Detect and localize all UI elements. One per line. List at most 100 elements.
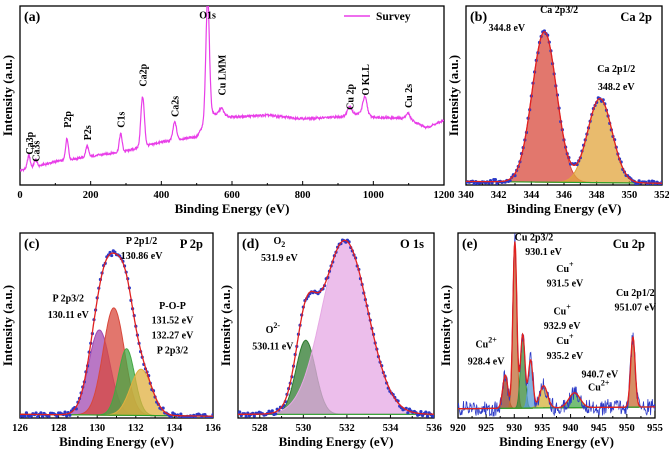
x-tick-label: 346 (556, 190, 572, 201)
peak-label: Ca2s (171, 96, 182, 117)
annotation-text: O (266, 325, 274, 336)
x-tick-label: 350 (621, 190, 637, 201)
panel-label: (a) (24, 10, 41, 25)
peak-annotation: 132.27 eV (152, 330, 194, 341)
peak-annotation: 940.7 eV (582, 369, 619, 380)
x-tick-label: 342 (491, 190, 507, 201)
peak-annotation: Ca 2p1/2 (597, 64, 635, 75)
peak-label: Ca3p (25, 131, 36, 154)
x-tick-label: 136 (205, 423, 221, 434)
x-tick-label: 800 (295, 190, 311, 201)
annotation-text: 130.11 eV (48, 310, 90, 321)
data-point (47, 414, 51, 418)
annotation-text: P 2p1/2 (126, 236, 157, 247)
x-tick-label: 400 (153, 190, 169, 201)
x-tick-label: 920 (450, 423, 466, 434)
x-tick-label: 532 (339, 423, 355, 434)
annotation-text: 131.52 eV (152, 316, 194, 327)
annotation-text: 935.2 eV (547, 351, 584, 362)
x-tick-label: 955 (647, 423, 663, 434)
x-tick-label: 352 (654, 190, 669, 201)
fit-envelope (458, 241, 655, 410)
annotation-superscript: + (566, 302, 571, 311)
annotation-text: 344.8 eV (488, 23, 525, 34)
data-point (24, 411, 29, 415)
peak-annotation: 348.2 eV (598, 82, 635, 93)
fit-envelope (466, 31, 662, 184)
annotation-text: P 2p3/2 (157, 345, 188, 356)
peak-annotation: Cu+ (553, 302, 571, 317)
plot-area (458, 233, 655, 417)
plot-frame (237, 232, 435, 419)
data-point (34, 411, 38, 415)
x-tick-label: 530 (295, 423, 311, 434)
data-point (647, 179, 651, 183)
panel-title: Cu 2p (613, 237, 645, 251)
data-point (65, 414, 69, 418)
x-tick-label: 128 (51, 423, 67, 434)
peak-annotation: 344.8 eV (488, 23, 525, 34)
data-point (406, 411, 410, 415)
peak-label: O1s (199, 11, 216, 22)
annotation-text: 931.5 eV (547, 279, 584, 290)
plot-area (466, 29, 662, 185)
panel-e: 920 925 930 935 940 945 950 955 Binding Energy (… (438, 232, 663, 449)
peak-annotation: P 2p1/2 (126, 236, 157, 247)
peak-label: C1s (117, 111, 128, 127)
data-point (252, 414, 256, 418)
x-tick-label: 132 (128, 423, 144, 434)
y-axis-label: Intensity (a.u.) (0, 55, 15, 136)
fit-component (458, 359, 655, 410)
x-axis-label: Binding Energy (eV) (499, 434, 614, 449)
annotation-text: Ca 2p3/2 (540, 5, 578, 16)
x-tick-label: 130 (89, 423, 105, 434)
peak-label: Cu LMM (217, 54, 228, 95)
x-tick-label: 940 (563, 423, 579, 434)
data-point (652, 180, 656, 184)
x-tick-label: 0 (17, 190, 22, 201)
panel-label: (e) (462, 237, 478, 252)
data-point (238, 410, 242, 414)
peak-label: P2s (83, 125, 94, 140)
x-tick-label: 528 (252, 423, 268, 434)
peak-label: Cu 2p (346, 84, 357, 110)
x-tick-label: 536 (426, 423, 442, 434)
panel-title: O 1s (400, 237, 424, 251)
peak-annotation: Cu2+ (588, 378, 610, 393)
fit-envelope (238, 239, 434, 415)
data-point (29, 414, 33, 418)
annotation-superscript: 2+ (601, 378, 610, 387)
annotation-text: 930.1 eV (525, 247, 562, 258)
y-axis-label: Intensity (a.u.) (218, 285, 233, 366)
data-point (23, 414, 27, 418)
peak-annotation: 130.86 eV (121, 251, 163, 262)
annotation-text: Cu 2p3/2 (515, 232, 554, 243)
annotation-superscript: + (569, 332, 574, 341)
peak-annotation: 131.52 eV (152, 316, 194, 327)
x-tick-label: 340 (458, 190, 474, 201)
data-point (39, 411, 43, 415)
annotation-text: 932.9 eV (544, 321, 581, 332)
annotation-text: Cu (475, 340, 488, 351)
annotation-text: Cu (556, 336, 569, 347)
annotation-superscript: + (569, 260, 574, 269)
annotation-text: 348.2 eV (598, 82, 635, 93)
peak-annotation: P 2p3/2 (157, 345, 188, 356)
data-point (63, 410, 67, 414)
annotation-text: Cu (556, 264, 569, 275)
peak-annotation: Cu+ (556, 260, 574, 275)
peak-label: Ca3s (32, 141, 43, 162)
data-point (493, 178, 497, 182)
data-point (432, 414, 434, 418)
annotation-subscript: 2 (281, 240, 285, 249)
data-point (419, 410, 423, 414)
plot-area (20, 249, 213, 418)
peak-annotation: 130.11 eV (48, 310, 90, 321)
x-tick-label: 126 (12, 423, 28, 434)
panel-label: (d) (242, 237, 259, 252)
x-axis-label: Binding Energy (eV) (59, 434, 174, 449)
peak-annotation: Cu 2p3/2 (515, 232, 554, 243)
x-tick-label: 344 (523, 190, 540, 201)
